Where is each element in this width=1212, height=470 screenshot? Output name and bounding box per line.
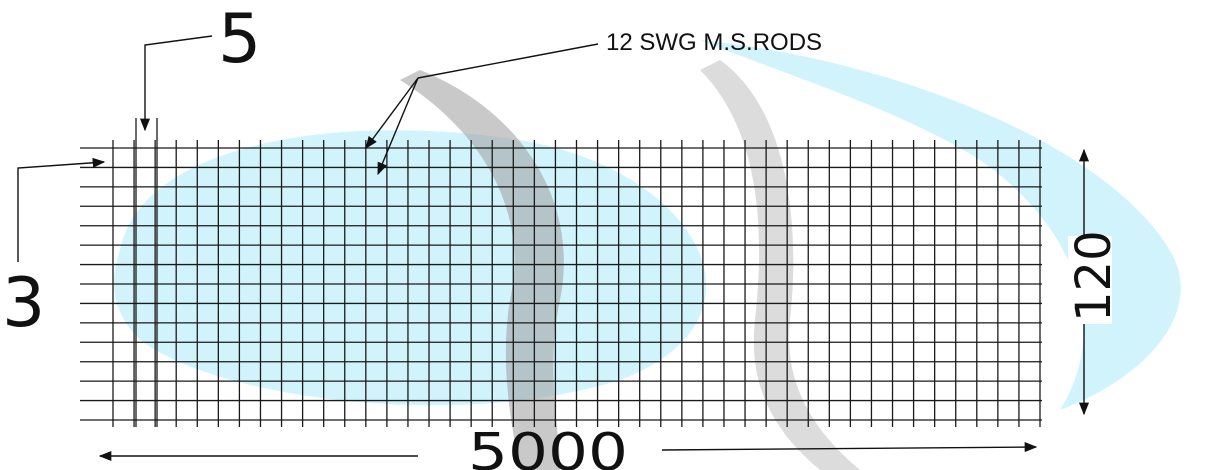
height-dimension-label: 120 (1066, 230, 1122, 322)
watermark-gray-band-1 (400, 70, 564, 470)
rod-mesh-grid (80, 118, 1042, 427)
top-spacing-leader (139, 35, 213, 132)
rod-spec-leader-arrow-1 (365, 77, 419, 150)
watermark-logo (114, 40, 1181, 470)
rod-spec-label: 12 SWG M.S.RODS (606, 29, 822, 56)
length-dimension-arrow-right (661, 442, 1038, 453)
rod-spec-leader-arrow-2 (377, 77, 419, 176)
rod-spec-leader-main (417, 43, 599, 79)
top-spacing-label: 5 (218, 0, 261, 79)
left-spacing-label: 3 (2, 264, 45, 343)
height-label-mask (1068, 236, 1112, 324)
watermark-cyan-swoosh (114, 130, 707, 406)
length-dimension-label: 5000 (468, 423, 628, 470)
left-spacing-leader (17, 157, 106, 262)
